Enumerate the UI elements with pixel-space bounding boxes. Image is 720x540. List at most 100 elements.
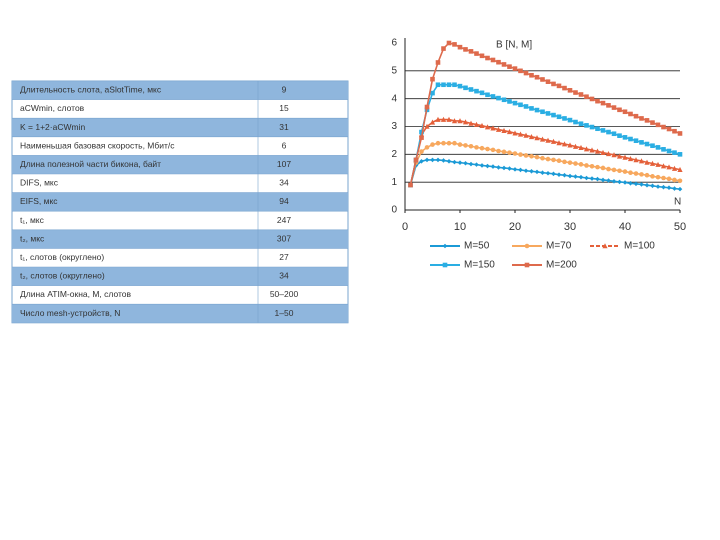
marker (496, 148, 501, 154)
marker (562, 85, 567, 91)
row-label: aCWmin, слотов (20, 103, 85, 113)
marker (413, 157, 419, 163)
marker (605, 150, 612, 157)
marker (474, 51, 479, 56)
marker (457, 142, 463, 147)
marker (441, 82, 446, 88)
marker (600, 165, 606, 171)
marker (589, 164, 595, 169)
marker (534, 154, 540, 160)
marker (457, 160, 463, 165)
series-line (409, 142, 681, 186)
marker (644, 172, 650, 178)
marker (424, 145, 430, 150)
marker (677, 186, 683, 192)
marker (578, 121, 584, 127)
marker (446, 116, 452, 122)
row-band (12, 267, 348, 286)
marker (446, 158, 452, 164)
marker (551, 157, 556, 163)
marker (595, 164, 600, 170)
marker (561, 141, 568, 147)
marker (562, 172, 567, 178)
marker (584, 123, 589, 128)
marker (671, 165, 678, 171)
y-tick-label: 5 (391, 65, 397, 76)
marker (633, 138, 639, 143)
marker (424, 104, 430, 110)
marker (534, 169, 540, 175)
legend-label: M=100 (624, 241, 655, 252)
row-value: 31 (279, 122, 289, 132)
marker (661, 147, 666, 152)
row-value: 34 (279, 271, 289, 281)
marker (540, 109, 545, 115)
marker (523, 153, 529, 158)
marker (496, 59, 501, 65)
marker (666, 126, 672, 132)
row-label: K = 1+2·aCWmin (20, 122, 85, 132)
marker (606, 103, 611, 108)
marker (556, 83, 562, 89)
marker (485, 146, 490, 152)
x-axis-label: N (674, 197, 681, 208)
marker (534, 74, 540, 80)
marker (545, 170, 551, 176)
marker (501, 127, 507, 133)
marker (611, 105, 617, 110)
row-label: Длина ATIM-окна, M, слотов (20, 289, 132, 299)
marker (435, 60, 441, 65)
row-label: Число mesh-устройств, N (20, 308, 120, 318)
marker (666, 148, 672, 154)
marker (677, 131, 683, 136)
marker (655, 184, 661, 189)
marker (644, 159, 650, 165)
marker (440, 116, 447, 122)
marker (573, 161, 578, 166)
marker (479, 122, 485, 128)
marker (446, 140, 452, 146)
marker (479, 145, 485, 151)
marker (430, 142, 435, 147)
marker (529, 169, 534, 174)
marker (441, 46, 446, 51)
marker (429, 119, 436, 125)
marker (606, 129, 611, 135)
marker (628, 180, 633, 186)
marker (523, 132, 529, 138)
marker (633, 181, 639, 187)
marker (495, 126, 502, 132)
marker (490, 125, 496, 131)
marker (452, 42, 457, 47)
row-band (12, 118, 348, 137)
marker (589, 96, 595, 102)
marker (551, 171, 556, 177)
row-value: 9 (282, 85, 287, 95)
marker (457, 118, 463, 124)
row-band (12, 192, 348, 212)
marker (485, 163, 490, 169)
marker (611, 152, 617, 158)
marker (512, 167, 518, 172)
marker (485, 92, 490, 98)
marker (639, 182, 644, 187)
row-value: 307 (277, 233, 291, 243)
marker (578, 92, 584, 97)
marker (589, 124, 595, 130)
marker (408, 182, 413, 188)
marker (617, 107, 622, 113)
marker (644, 182, 650, 188)
marker (506, 128, 513, 135)
marker (655, 145, 661, 150)
marker (622, 135, 628, 140)
marker (628, 136, 633, 142)
row-label: t₂, мкс (20, 233, 45, 243)
marker (424, 123, 430, 129)
marker (600, 177, 606, 183)
marker (600, 100, 606, 106)
marker (462, 119, 469, 125)
marker (583, 146, 590, 152)
marker (639, 116, 644, 121)
